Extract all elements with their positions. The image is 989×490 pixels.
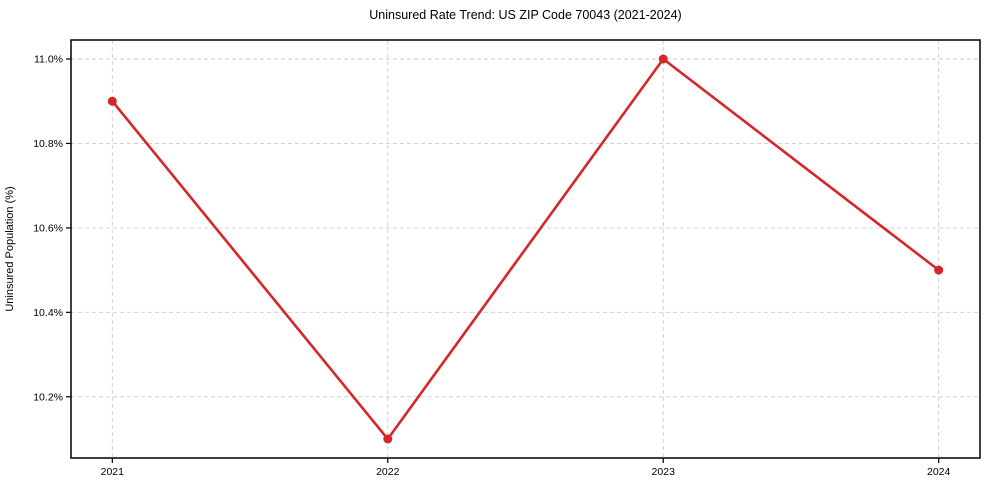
y-tick-label: 10.4% xyxy=(33,307,63,319)
x-tick-label: 2024 xyxy=(927,466,951,478)
plot-frame xyxy=(70,39,981,459)
x-tick-label: 2023 xyxy=(652,466,676,478)
data-point xyxy=(658,54,668,64)
data-point xyxy=(383,434,393,444)
x-tick-label: 2021 xyxy=(101,466,125,478)
y-tick-label: 10.6% xyxy=(33,223,63,235)
data-point xyxy=(934,265,944,275)
x-tick-label: 2022 xyxy=(376,466,400,478)
trend-line xyxy=(111,57,940,441)
data-point xyxy=(107,96,117,106)
plot-area: 10.2% 10.4% 10.6% 10.8% 11.0% 2021 2022 2023 202… xyxy=(33,39,981,478)
y-axis-label: Uninsured Population (%) xyxy=(4,186,16,311)
y-tick-label: 10.2% xyxy=(33,391,63,403)
y-tick-label: 10.8% xyxy=(33,138,63,150)
chart-title: Uninsured Rate Trend: US ZIP Code 70043 … xyxy=(369,8,681,22)
y-tick-label: 11.0% xyxy=(34,54,63,66)
